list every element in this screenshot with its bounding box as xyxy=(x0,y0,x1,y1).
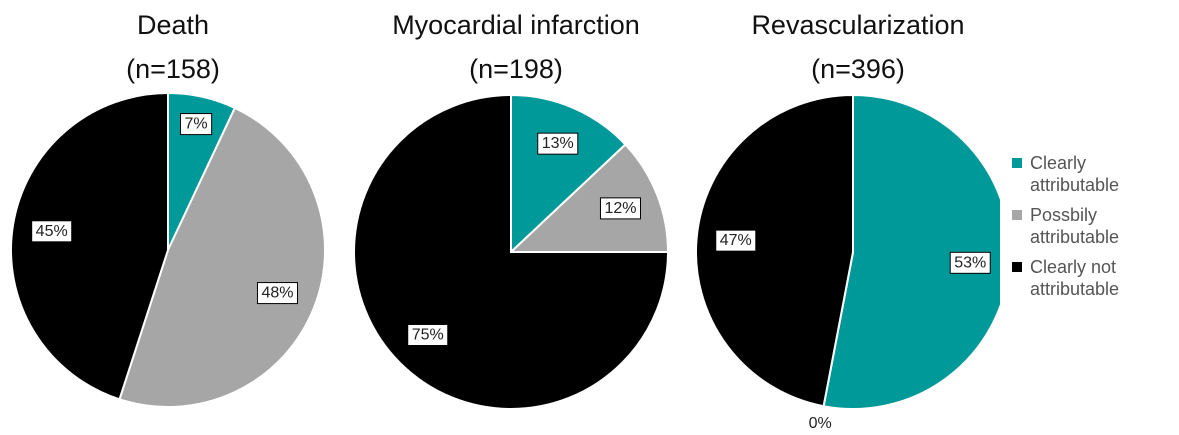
chart: Death (n=158) 7% 48% 45% Myocardial infarctio… xyxy=(10,10,1000,432)
data-label: 48% xyxy=(256,282,298,305)
data-label: 0% xyxy=(809,415,832,432)
data-label-text: 12% xyxy=(604,200,636,217)
data-label-box xyxy=(407,323,449,346)
data-label-text: 45% xyxy=(36,223,68,240)
data-label-text: 13% xyxy=(542,135,574,152)
data-label: 75% xyxy=(407,323,449,346)
data-label-box xyxy=(599,197,641,220)
data-label-box xyxy=(537,132,579,155)
legend-swatch xyxy=(1012,210,1022,220)
data-label-text: 53% xyxy=(954,254,986,271)
chart-subtitle: (n=396) xyxy=(811,54,905,84)
chart-title: Myocardial infarction xyxy=(392,10,640,40)
data-label-box xyxy=(180,113,213,136)
chart-title: Death xyxy=(137,10,209,40)
data-label-box xyxy=(949,251,991,274)
legend-swatch xyxy=(1012,158,1022,168)
data-label-box xyxy=(31,220,73,243)
legend-label: Possbily attributable xyxy=(1030,205,1120,247)
data-label: 7% xyxy=(180,113,213,136)
pie-slice xyxy=(118,106,326,408)
data-label-text: 0% xyxy=(809,415,832,432)
data-label-text: 48% xyxy=(261,285,293,302)
chart-subtitle: (n=198) xyxy=(469,54,563,84)
legend-swatch xyxy=(1012,262,1022,272)
legend-label: Clearly attributable xyxy=(1030,153,1120,195)
chart-subtitle: (n=158) xyxy=(126,54,220,84)
pie-slice xyxy=(695,93,854,408)
legend: Clearly attributable Possbily attributabl… xyxy=(1012,152,1172,308)
data-label: 47% xyxy=(715,229,757,252)
data-label: 13% xyxy=(537,132,579,155)
pie-slice xyxy=(822,93,1000,410)
chart-title: Revascularization xyxy=(751,10,964,40)
legend-item: Clearly not attributable xyxy=(1012,256,1172,300)
data-label: 53% xyxy=(949,251,991,274)
legend-label: Clearly not attributable xyxy=(1030,257,1120,299)
pie-slice xyxy=(508,143,670,253)
legend-item: Possbily attributable xyxy=(1012,204,1172,248)
data-label-text: 7% xyxy=(185,116,208,133)
data-label: 45% xyxy=(31,220,73,243)
data-label-text: 47% xyxy=(720,232,752,249)
pie-slice xyxy=(10,91,169,401)
data-label-box xyxy=(256,282,298,305)
data-label-box xyxy=(715,229,757,252)
data-label-text: 75% xyxy=(412,326,444,343)
legend-item: Clearly attributable xyxy=(1012,152,1172,196)
data-label: 12% xyxy=(599,197,641,220)
